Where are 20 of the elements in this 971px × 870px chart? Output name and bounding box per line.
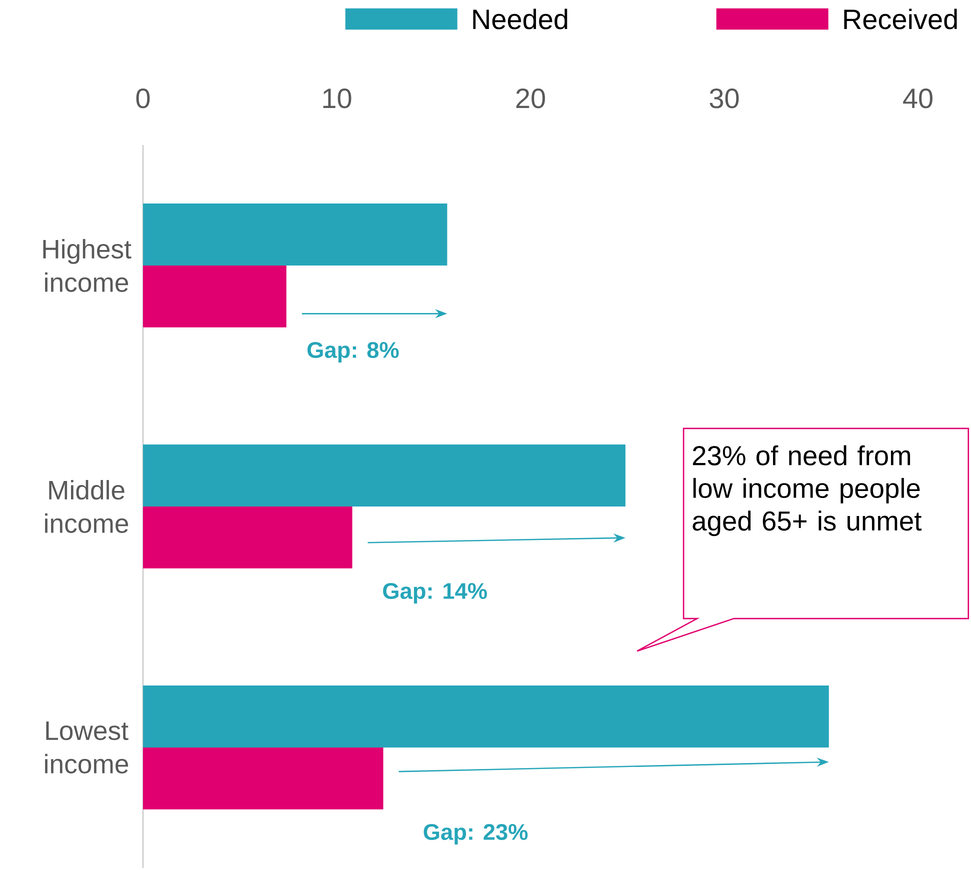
annotation: Gap: 23% [424,824,528,845]
x-tick-label: 0 [136,88,150,108]
legend-label: Received [844,8,957,30]
bar [143,747,384,810]
x-tick-label: 40 [903,88,932,108]
y-tick-label: Lowest income [45,722,128,774]
x-tick-label: 30 [710,88,739,108]
x-tick-label: 20 [516,88,545,108]
x-tick-label: 10 [323,88,352,108]
bar [143,686,829,748]
annotation: Gap: 8% [308,342,399,363]
legend-label: Needed [473,8,568,30]
bar [143,265,286,328]
annotation: Gap: 14% [383,582,487,604]
y-tick-label: Middle income [45,480,128,533]
annotation: 23% of need from low income people aged 65+ is unmet [692,445,922,536]
bar [143,204,448,266]
bar [143,444,626,506]
y-tick-label: Highest income [43,239,132,292]
bar [143,506,352,568]
